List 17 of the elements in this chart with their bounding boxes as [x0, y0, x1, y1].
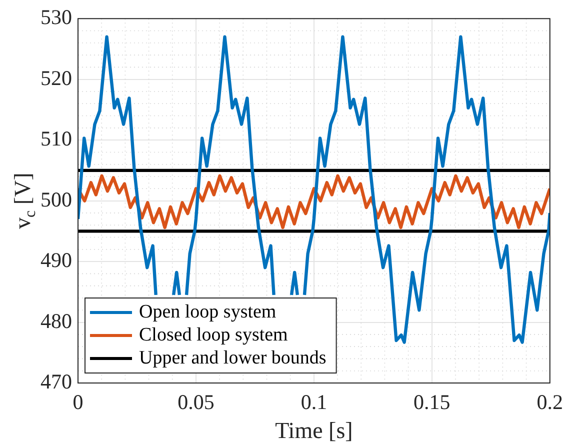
- x-tick-label: 0.15: [414, 390, 450, 414]
- x-tick-label: 0.1: [300, 390, 328, 414]
- y-tick-label: 510: [40, 126, 72, 151]
- x-tick-label: 0.05: [178, 390, 214, 414]
- legend-label: Closed loop system: [139, 324, 288, 346]
- legend-label: Open loop system: [139, 301, 276, 322]
- legend-label: Upper and lower bounds: [139, 347, 326, 368]
- y-tick-label: 520: [40, 66, 72, 90]
- y-tick-label: 530: [40, 5, 72, 30]
- y-axis-title: vc [V]: [10, 172, 40, 229]
- x-axis-title: Time [s]: [275, 418, 353, 444]
- y-tick-label: 470: [40, 370, 72, 394]
- y-tick-label: 480: [40, 308, 72, 333]
- x-tick-label: 0.2: [536, 390, 563, 414]
- x-tick-label: 0: [72, 390, 84, 414]
- y-tick-label: 490: [40, 248, 72, 272]
- y-tick-label: 500: [40, 187, 72, 212]
